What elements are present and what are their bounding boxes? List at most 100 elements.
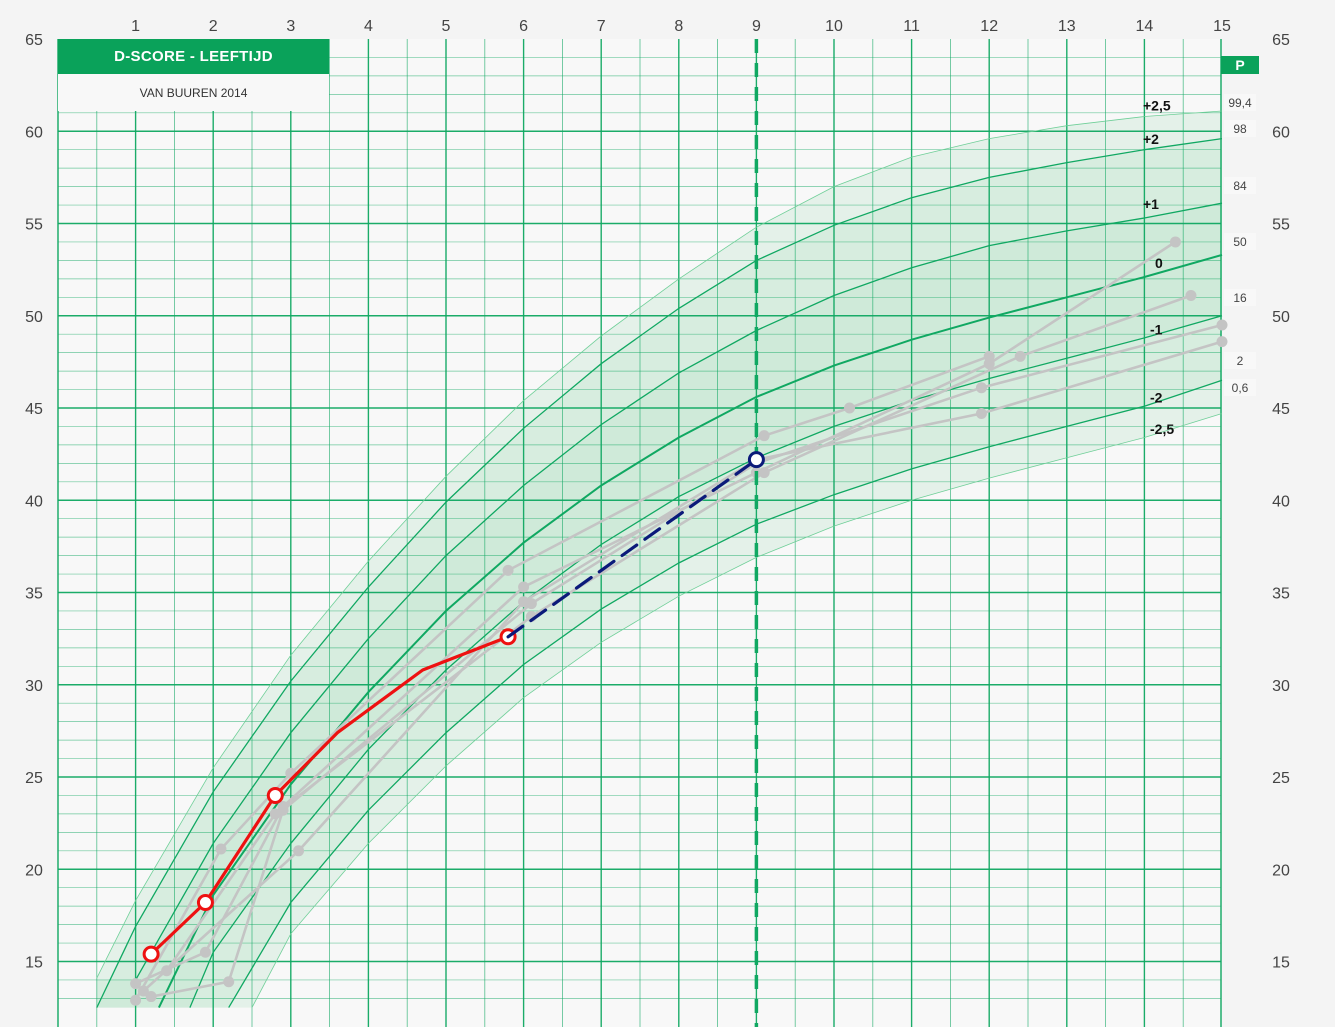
x-tick-label: 7 bbox=[597, 18, 606, 35]
x-tick-label: 4 bbox=[364, 18, 373, 35]
percentile-label: 16 bbox=[1233, 291, 1247, 305]
x-tick-label: 14 bbox=[1136, 18, 1154, 35]
reference-curve-z2.5 bbox=[96, 110, 1223, 979]
other-child-point bbox=[983, 358, 995, 370]
other-child-point bbox=[137, 985, 149, 997]
percentile-label-bg bbox=[1224, 120, 1256, 137]
y-tick-label-left: 20 bbox=[25, 862, 43, 879]
other-child-point bbox=[199, 946, 211, 958]
y-tick-label-left: 50 bbox=[25, 309, 43, 326]
percentile-label-bg bbox=[1224, 379, 1256, 396]
x-tick-label: 15 bbox=[1213, 18, 1231, 35]
y-tick-label-right: 35 bbox=[1272, 586, 1290, 603]
y-tick-label-right: 30 bbox=[1272, 678, 1290, 695]
percentile-label: 99,4 bbox=[1228, 96, 1252, 110]
percentile-label: 98 bbox=[1233, 122, 1247, 136]
percentile-labels: 99,4 98 84 50 16 2 0,6 bbox=[1224, 94, 1256, 396]
y-tick-label-left: 40 bbox=[25, 493, 43, 510]
y-tick-label-right: 50 bbox=[1272, 309, 1290, 326]
other-child-point bbox=[975, 408, 987, 420]
z-labels: +2,5 +2 +1 0 -1 -2 -2,5 bbox=[1143, 98, 1174, 437]
band-2 bbox=[96, 138, 1222, 1008]
x-tick-label: 2 bbox=[209, 18, 218, 35]
reference-curve-z1 bbox=[135, 202, 1223, 981]
chart-subtitle: VAN BUUREN 2014 bbox=[58, 74, 329, 111]
percentile-label: 0,6 bbox=[1232, 381, 1249, 395]
y-tick-label-left: 15 bbox=[25, 955, 43, 972]
percentile-label-bg bbox=[1224, 289, 1256, 306]
other-children bbox=[130, 236, 1228, 1006]
x-tick-label: 1 bbox=[131, 18, 140, 35]
other-child-point bbox=[223, 976, 235, 988]
percentile-label: 2 bbox=[1237, 354, 1244, 368]
other-child-point bbox=[758, 467, 770, 479]
other-child-line-5 bbox=[142, 340, 1223, 992]
other-child-point bbox=[130, 994, 142, 1006]
y-tick-label-left: 65 bbox=[25, 32, 43, 49]
series bbox=[142, 451, 765, 963]
other-child-point bbox=[1185, 289, 1197, 301]
z-label: +2 bbox=[1143, 131, 1159, 147]
y-tick-label-left: 35 bbox=[25, 586, 43, 603]
reference-curve-z-1 bbox=[189, 315, 1223, 1008]
z-label: +1 bbox=[1143, 196, 1159, 212]
percentile-label-bg bbox=[1224, 233, 1256, 250]
percentile-label: 84 bbox=[1233, 179, 1247, 193]
y-tick-label-right: 45 bbox=[1272, 401, 1290, 418]
z-label: +2,5 bbox=[1143, 98, 1171, 114]
x-tick-label: 9 bbox=[752, 18, 761, 35]
band-2.5 bbox=[96, 111, 1222, 1008]
series-point-child bbox=[266, 786, 284, 804]
y-tick-label-left: 45 bbox=[25, 401, 43, 418]
other-child-point bbox=[145, 991, 157, 1003]
reference-curve-z2 bbox=[96, 137, 1223, 1008]
other-child-line-4 bbox=[165, 294, 1192, 972]
z-label: -2 bbox=[1150, 389, 1163, 405]
x-tick-label: 5 bbox=[442, 18, 451, 35]
z-label: -1 bbox=[1150, 321, 1163, 337]
y-tick-label-right: 55 bbox=[1272, 217, 1290, 234]
other-child-point bbox=[758, 430, 770, 442]
other-child-point bbox=[518, 596, 530, 608]
y-tick-label-right: 15 bbox=[1272, 955, 1290, 972]
percentile-label-bg bbox=[1224, 177, 1256, 194]
other-child-point bbox=[293, 845, 305, 857]
y-tick-label-right: 60 bbox=[1272, 124, 1290, 141]
y-tick-label-right: 40 bbox=[1272, 493, 1290, 510]
reference-curve-z-2 bbox=[228, 379, 1223, 1008]
other-child-point bbox=[269, 808, 281, 820]
other-child-point bbox=[1014, 350, 1026, 362]
other-child-point bbox=[215, 843, 227, 855]
y-tick-label-left: 30 bbox=[25, 678, 43, 695]
y-tick-label-left: 55 bbox=[25, 217, 43, 234]
other-child-point bbox=[130, 978, 142, 990]
percentile-label-bg bbox=[1224, 94, 1256, 111]
x-tick-label: 3 bbox=[286, 18, 295, 35]
z-label: 0 bbox=[1155, 255, 1163, 271]
percentile-label: 50 bbox=[1233, 235, 1247, 249]
series-line-child bbox=[149, 635, 510, 956]
x-tick-label: 12 bbox=[980, 18, 998, 35]
chart-title: D-SCORE - LEEFTIJD bbox=[58, 39, 329, 74]
x-tick-label: 11 bbox=[903, 18, 920, 35]
other-child-point bbox=[975, 382, 987, 394]
x-tick-label: 8 bbox=[674, 18, 683, 35]
z-label: -2,5 bbox=[1150, 421, 1174, 437]
other-child-point bbox=[844, 402, 856, 414]
series-point-prediction bbox=[747, 451, 765, 469]
y-tick-label-right: 25 bbox=[1272, 770, 1290, 787]
x-tick-label: 6 bbox=[519, 18, 528, 35]
other-child-point bbox=[518, 581, 530, 593]
other-child-point bbox=[502, 564, 514, 576]
other-child-point bbox=[1169, 236, 1181, 248]
x-tick-label: 13 bbox=[1058, 18, 1076, 35]
other-child-point bbox=[1216, 336, 1228, 348]
y-tick-label-right: 65 bbox=[1272, 32, 1290, 49]
percentile-header: P bbox=[1221, 56, 1259, 74]
y-tick-label-left: 25 bbox=[25, 770, 43, 787]
series-point-child bbox=[196, 893, 214, 911]
y-tick-label-right: 20 bbox=[1272, 862, 1290, 879]
reference-curve-z-2.5 bbox=[251, 413, 1223, 1008]
